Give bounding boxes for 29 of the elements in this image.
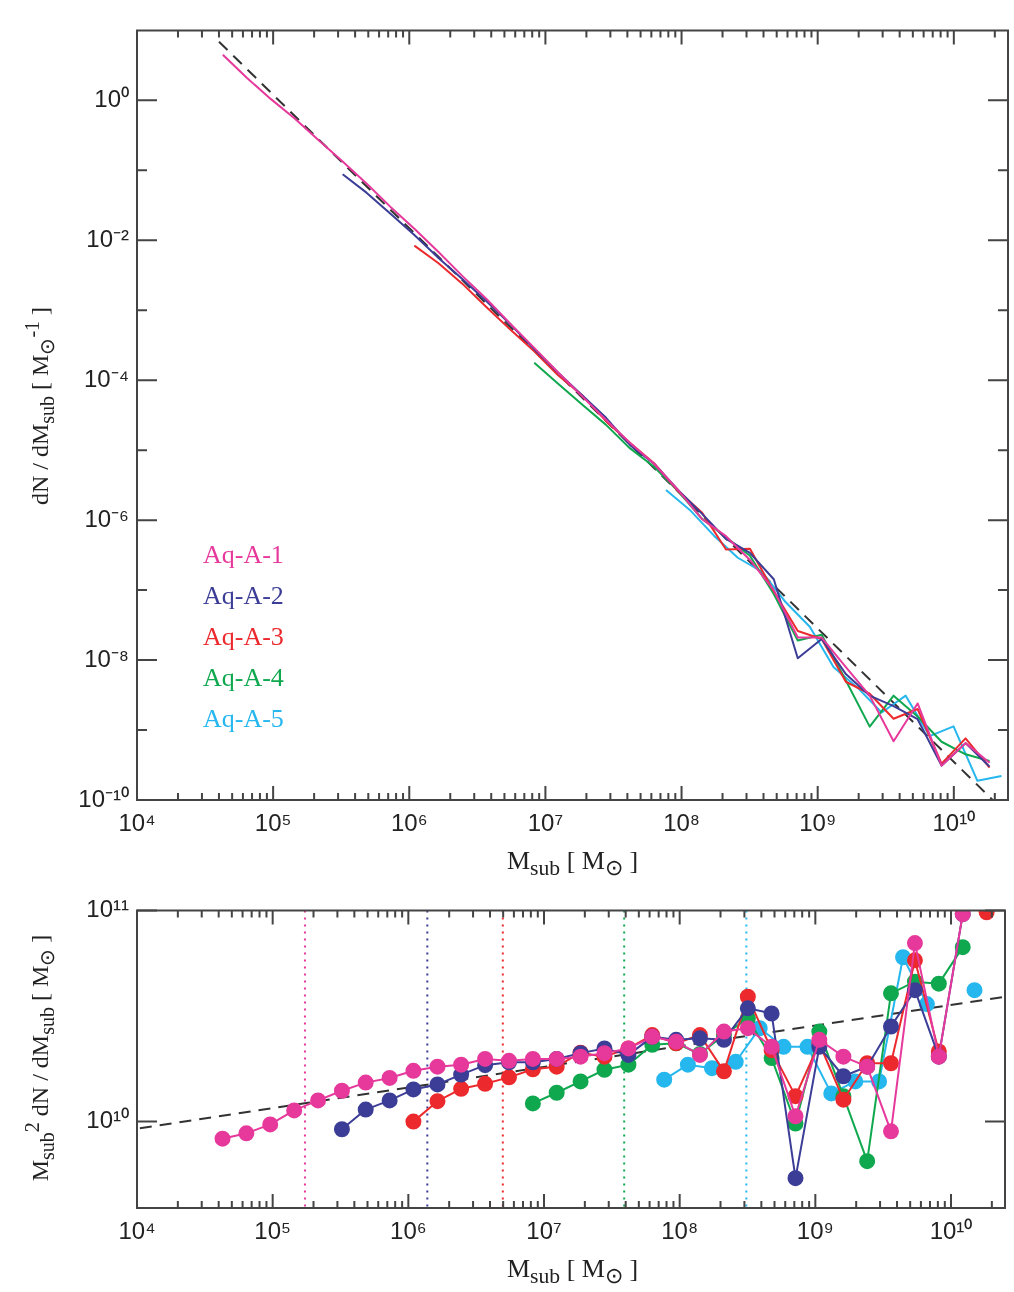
x-tick-label: 10¹⁰ (932, 809, 976, 837)
text: Aq-A-5 (203, 703, 284, 733)
y-tick-label: 10⁻² (86, 224, 130, 252)
x-tick-label: 10⁴ (118, 1217, 156, 1245)
y-tick-label: 10¹¹ (86, 895, 129, 923)
y-tick-label: 10⁻¹⁰ (78, 784, 129, 812)
x-tick-label: 10⁶ (390, 1217, 427, 1245)
text: Aq-A-3 (203, 621, 284, 651)
y-tick-label: 10¹⁰ (86, 1106, 129, 1134)
x-tick-label: 10⁹ (799, 809, 837, 837)
x-tick-label: 10⁹ (796, 1217, 834, 1245)
text: Aq-A-2 (203, 580, 284, 610)
y-tick-label: 10⁻⁴ (83, 364, 129, 392)
x-tick-label: 10⁵ (254, 809, 292, 837)
x-tick-label: 10¹⁰ (929, 1217, 973, 1245)
y-tick-label: 10⁰ (94, 84, 129, 112)
x-axis-title: M$_{sub}$ [ M$_{⊙}$ ] (506, 1254, 639, 1290)
x-axis-title: M$_{sub}$ [ M$_{⊙}$ ] (506, 846, 639, 882)
text: Aq-A-4 (203, 662, 284, 692)
x-tick-label: 10⁴ (118, 809, 156, 837)
x-tick-label: 10⁸ (663, 809, 700, 837)
text: Aq-A-1 (203, 539, 284, 569)
y-tick-label: 10⁻⁸ (84, 644, 129, 672)
x-tick-label: 10⁷ (526, 1217, 562, 1245)
x-tick-label: 10⁶ (390, 809, 428, 837)
x-tick-label: 10⁸ (661, 1217, 699, 1245)
x-tick-label: 10⁷ (527, 809, 564, 837)
x-tick-label: 10⁵ (254, 1217, 291, 1245)
y-tick-label: 10⁻⁶ (84, 504, 129, 532)
